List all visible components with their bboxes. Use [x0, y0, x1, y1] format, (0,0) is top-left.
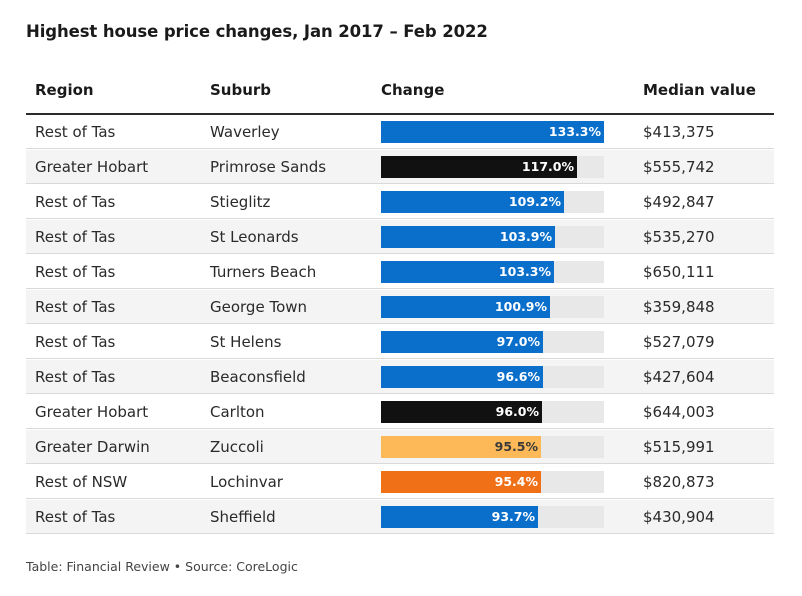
table-row: Greater Hobart Carlton 96.0% $644,003 [26, 395, 774, 429]
region-cell: Rest of Tas [35, 508, 116, 526]
source-note: Table: Financial Review • Source: CoreLo… [26, 559, 298, 574]
change-value-label: 109.2% [508, 194, 561, 209]
change-bar-track: 103.3% [381, 261, 604, 283]
region-cell: Rest of Tas [35, 228, 116, 246]
median-value-cell: $555,742 [643, 158, 715, 176]
suburb-cell: Primrose Sands [210, 158, 327, 176]
change-value-label: 95.4% [494, 474, 538, 489]
region-cell: Rest of Tas [35, 193, 116, 211]
table-header: Region Suburb Change Median value [26, 71, 774, 115]
median-value-cell: $527,079 [643, 333, 715, 351]
region-cell: Rest of Tas [35, 123, 116, 141]
change-bar: 95.4% [381, 471, 541, 493]
suburb-cell: St Helens [210, 333, 282, 351]
change-bar: 93.7% [381, 506, 538, 528]
suburb-cell: Zuccoli [210, 438, 264, 456]
change-value-label: 97.0% [496, 334, 540, 349]
change-bar-track: 96.0% [381, 401, 604, 423]
table-row: Rest of Tas Sheffield 93.7% $430,904 [26, 500, 774, 534]
change-bar: 95.5% [381, 436, 541, 458]
change-value-label: 133.3% [548, 124, 601, 139]
suburb-cell: Stieglitz [210, 193, 271, 211]
change-bar: 96.6% [381, 366, 543, 388]
change-bar-track: 95.5% [381, 436, 604, 458]
change-value-label: 93.7% [491, 509, 535, 524]
change-bar-track: 117.0% [381, 156, 604, 178]
table-row: Rest of Tas Waverley 133.3% $413,375 [26, 115, 774, 149]
change-bar-track: 96.6% [381, 366, 604, 388]
column-header-change: Change [381, 81, 445, 99]
change-bar-track: 109.2% [381, 191, 604, 213]
table-row: Rest of NSW Lochinvar 95.4% $820,873 [26, 465, 774, 499]
change-bar-track: 93.7% [381, 506, 604, 528]
column-header-median-value: Median value [643, 81, 756, 99]
change-bar-track: 100.9% [381, 296, 604, 318]
median-value-cell: $427,604 [643, 368, 715, 386]
change-bar: 96.0% [381, 401, 542, 423]
region-cell: Rest of Tas [35, 333, 116, 351]
table-body: Rest of Tas Waverley 133.3% $413,375 Greater… [26, 115, 774, 534]
median-value-cell: $413,375 [643, 123, 715, 141]
suburb-cell: George Town [210, 298, 308, 316]
region-cell: Rest of Tas [35, 263, 116, 281]
region-cell: Greater Hobart [35, 403, 149, 421]
suburb-cell: Sheffield [210, 508, 276, 526]
median-value-cell: $515,991 [643, 438, 715, 456]
change-value-label: 100.9% [494, 299, 547, 314]
change-bar: 103.3% [381, 261, 554, 283]
table-row: Rest of Tas Stieglitz 109.2% $492,847 [26, 185, 774, 219]
table-row: Greater Darwin Zuccoli 95.5% $515,991 [26, 430, 774, 464]
median-value-cell: $535,270 [643, 228, 715, 246]
change-bar: 133.3% [381, 121, 604, 143]
table-row: Rest of Tas St Leonards 103.9% $535,270 [26, 220, 774, 254]
table-row: Rest of Tas George Town 100.9% $359,848 [26, 290, 774, 324]
table-row: Greater Hobart Primrose Sands 117.0% $555,7… [26, 150, 774, 184]
change-bar-track: 103.9% [381, 226, 604, 248]
median-value-cell: $359,848 [643, 298, 715, 316]
column-header-region: Region [35, 81, 94, 99]
median-value-cell: $430,904 [643, 508, 715, 526]
table-row: Rest of Tas St Helens 97.0% $527,079 [26, 325, 774, 359]
change-bar: 100.9% [381, 296, 550, 318]
table-row: Rest of Tas Turners Beach 103.3% $650,111 [26, 255, 774, 289]
change-bar-track: 95.4% [381, 471, 604, 493]
change-bar-track: 97.0% [381, 331, 604, 353]
region-cell: Rest of Tas [35, 298, 116, 316]
region-cell: Rest of Tas [35, 368, 116, 386]
median-value-cell: $492,847 [643, 193, 715, 211]
suburb-cell: Beaconsfield [210, 368, 306, 386]
table-row: Rest of Tas Beaconsfield 96.6% $427,604 [26, 360, 774, 394]
suburb-cell: Turners Beach [210, 263, 317, 281]
region-cell: Rest of NSW [35, 473, 128, 491]
region-cell: Greater Darwin [35, 438, 150, 456]
column-header-suburb: Suburb [210, 81, 272, 99]
suburb-cell: Waverley [210, 123, 280, 141]
median-value-cell: $820,873 [643, 473, 715, 491]
region-cell: Greater Hobart [35, 158, 149, 176]
change-bar: 109.2% [381, 191, 564, 213]
price-table: Region Suburb Change Median value Rest o… [26, 71, 774, 534]
change-value-label: 95.5% [494, 439, 538, 454]
change-value-label: 103.9% [499, 229, 552, 244]
suburb-cell: St Leonards [210, 228, 299, 246]
suburb-cell: Lochinvar [210, 473, 283, 491]
median-value-cell: $644,003 [643, 403, 715, 421]
change-bar: 103.9% [381, 226, 555, 248]
chart-title: Highest house price changes, Jan 2017 – … [26, 22, 488, 41]
median-value-cell: $650,111 [643, 263, 715, 281]
change-value-label: 103.3% [498, 264, 551, 279]
change-value-label: 117.0% [521, 159, 574, 174]
suburb-cell: Carlton [210, 403, 265, 421]
change-value-label: 96.0% [495, 404, 539, 419]
change-bar: 117.0% [381, 156, 577, 178]
change-bar-track: 133.3% [381, 121, 604, 143]
change-bar: 97.0% [381, 331, 543, 353]
change-value-label: 96.6% [496, 369, 540, 384]
